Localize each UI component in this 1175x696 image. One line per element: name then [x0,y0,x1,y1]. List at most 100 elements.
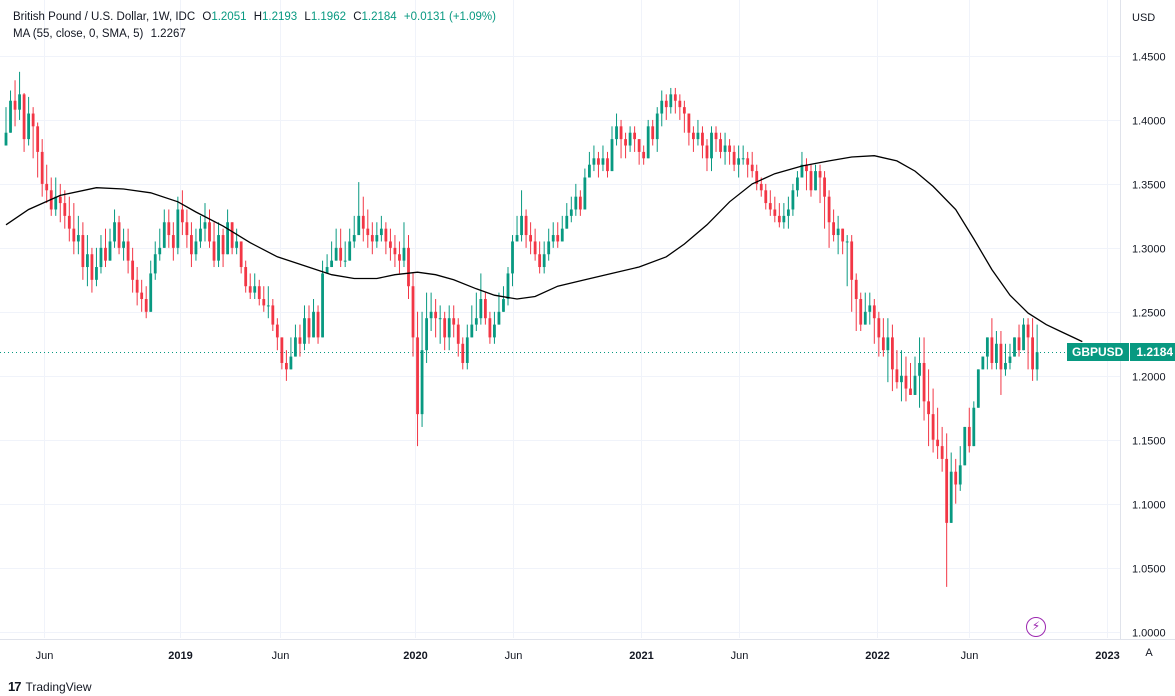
candle [40,139,44,197]
candle [1013,337,1016,357]
tradingview-brand[interactable]: 17 TradingView [8,679,92,694]
candle [443,311,447,351]
ohlc-close: C1.2184 [353,11,397,23]
candle [995,330,998,370]
candle [985,337,989,370]
candle [999,330,1003,395]
price-tick-label: 1.0500 [1132,564,1166,576]
candle [791,183,795,216]
candle [493,311,496,344]
price-axis-labels[interactable]: 1.0000 1.0500 1.1000 1.1500 1.2000 1.2500 1.30… [1132,52,1166,640]
candle [542,241,546,274]
candle [981,356,985,370]
candle [976,369,980,408]
candle [918,337,921,408]
candle [520,190,523,242]
candle [488,311,492,344]
candle [226,209,230,255]
candle [574,183,578,216]
candle [95,247,98,287]
candle [244,260,248,293]
price-tick-label: 1.2000 [1132,372,1166,384]
candle [239,241,243,274]
candle [841,228,845,255]
time-tick-label: 2022 [865,650,889,662]
candle [1004,343,1007,376]
candle [63,190,67,229]
candle [958,446,962,491]
candle [569,196,573,223]
candle [850,235,854,312]
candle [398,241,401,274]
candle [814,164,817,191]
candle [113,209,116,248]
lightning-icon[interactable]: ⚡︎ [1026,617,1046,637]
price-tick-label: 1.2500 [1132,308,1166,320]
candle [339,228,343,268]
time-tick-label: Jun [272,650,290,662]
candle [963,426,967,466]
candle [759,177,763,197]
candle [402,222,406,268]
candle [474,292,478,331]
candle [615,113,618,146]
candle [809,164,813,197]
candle [497,292,501,325]
ma-legend[interactable]: MA (55, close, 0, SMA, 5) 1.2267 [13,28,190,40]
candle [266,286,270,319]
candle [710,126,713,172]
candle [54,177,58,216]
candle [633,126,637,152]
candle [696,119,700,146]
candle [361,196,365,242]
candle [872,299,876,344]
symbol-title[interactable]: British Pound / U.S. Dollar, 1W, IDC [13,11,196,23]
tradingview-logo-icon: 17 [8,679,22,694]
candle [533,228,537,261]
candle [262,286,266,312]
candle [203,203,207,242]
candle [194,228,198,261]
candle [673,87,677,114]
candle [90,247,94,293]
price-tag-value: 1.2184 [1129,343,1175,361]
candle [162,209,166,248]
candle [859,292,863,331]
candle [294,324,297,357]
candle [845,235,849,287]
candle [913,356,917,395]
candle [511,235,514,287]
candle [967,407,971,453]
candle [597,151,600,178]
candle [176,196,180,255]
candle [949,452,953,523]
candle [140,279,144,312]
candle [646,119,650,159]
candle [587,151,591,178]
candle [782,203,786,229]
candle [117,215,121,255]
candle [800,151,804,178]
auto-scale-button[interactable]: A [1145,647,1153,659]
candle [208,209,211,248]
candle [352,215,356,248]
candle [863,292,867,325]
currency-label[interactable]: USD [1132,12,1156,24]
ma-legend-label: MA (55, close, 0, SMA, 5) [13,28,144,40]
candle [777,203,781,228]
candle [289,337,293,370]
candle [171,222,175,261]
candle [1017,324,1021,357]
candle [832,209,836,242]
candle [379,215,383,242]
candle [67,196,71,242]
candle [4,107,8,146]
candle [909,362,912,395]
candle [583,168,587,210]
candle [578,190,582,216]
candle [954,458,958,504]
candle [135,267,139,306]
candle [922,337,926,421]
time-axis-labels[interactable]: Jun 2019 Jun 2020 Jun 2021 Jun 2022 Jun 2023 [36,650,1120,662]
